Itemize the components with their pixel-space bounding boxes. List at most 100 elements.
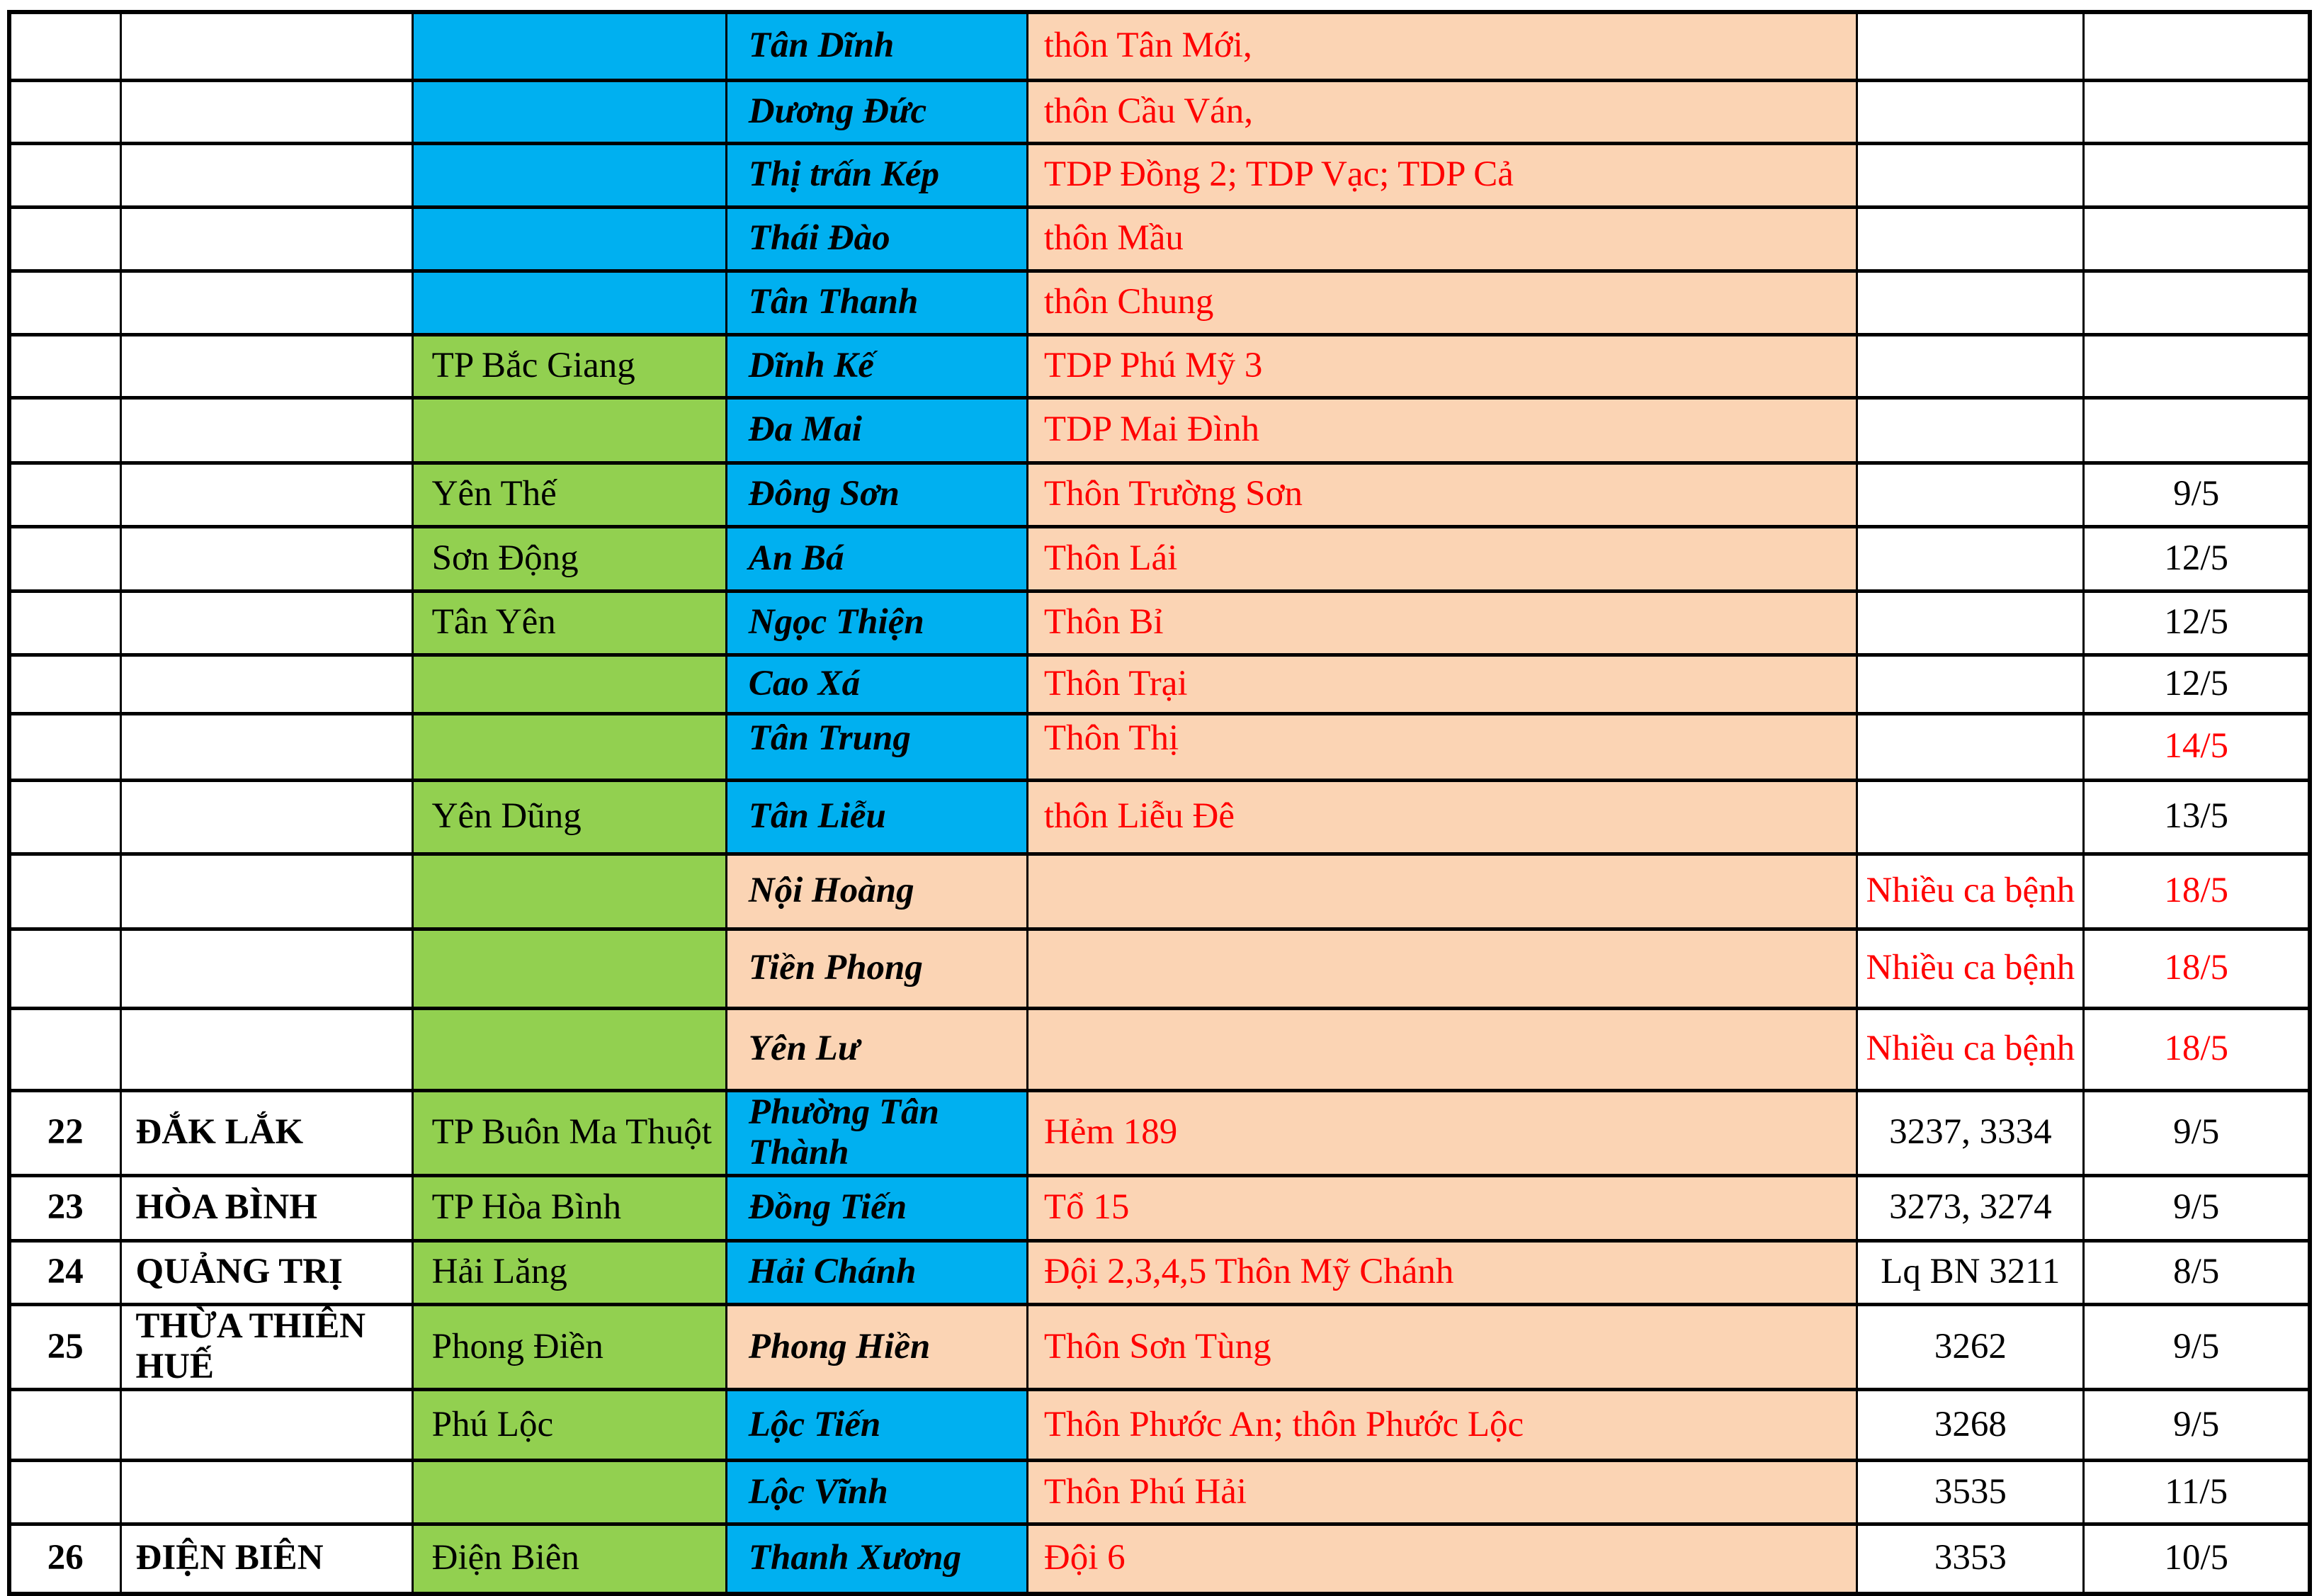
cell-village: Thôn Trường Sơn [1026, 460, 1859, 528]
cell-date: 8/5 [2082, 1238, 2311, 1306]
cell-cases: Lq BN 3211 [1856, 1238, 2085, 1306]
cell-date: 12/5 [2082, 652, 2311, 715]
cell-district [411, 711, 727, 782]
cell-no: 24 [8, 1238, 122, 1306]
cell-no [8, 711, 122, 782]
cell-district [411, 10, 727, 82]
cell-cases: 3262 [1856, 1302, 2085, 1392]
cell-date: 18/5 [2082, 927, 2311, 1010]
table-row: Phú Lộc Lộc Tiến Thôn Phước An; thôn Phước… [8, 1388, 2311, 1462]
cell-province: HÒA BÌNH [119, 1173, 414, 1243]
table-row: Tân Dĩnh thôn Tân Mới, [8, 10, 2311, 82]
cell-no [8, 589, 122, 657]
cell-district [411, 652, 727, 715]
cell-cases [1856, 778, 2085, 856]
table-row: Tiền Phong Nhiều ca bệnh 18/5 [8, 927, 2311, 1010]
cell-no [8, 1388, 122, 1462]
cell-no [8, 10, 122, 82]
cell-district: Hải Lăng [411, 1238, 727, 1306]
cell-date: 12/5 [2082, 589, 2311, 657]
cell-district: TP Buôn Ma Thuột [411, 1088, 727, 1177]
cell-date [2082, 205, 2311, 273]
cell-province [119, 460, 414, 528]
cell-province [119, 268, 414, 336]
cell-village [1026, 851, 1859, 931]
cell-cases: 3273, 3274 [1856, 1173, 2085, 1243]
cell-cases [1856, 10, 2085, 82]
cell-no [8, 395, 122, 465]
cell-district: Điện Biên [411, 1522, 727, 1595]
cell-no [8, 78, 122, 145]
cell-district [411, 268, 727, 336]
cell-no [8, 141, 122, 209]
cell-province [119, 10, 414, 82]
cell-cases [1856, 78, 2085, 145]
cell-district [411, 1006, 727, 1092]
table-row: 22 ĐẮK LẮK TP Buôn Ma Thuột Phường Tân Thàn… [8, 1088, 2311, 1177]
cell-commune: Tân Trung [725, 711, 1028, 782]
cell-village: Thôn Phú Hải [1026, 1459, 1859, 1526]
cell-cases: 3353 [1856, 1522, 2085, 1595]
cell-no [8, 851, 122, 931]
cell-cases [1856, 524, 2085, 593]
cell-commune: Đông Sơn [725, 460, 1028, 528]
cell-commune: Nội Hoàng [725, 851, 1028, 931]
cell-village: thôn Tân Mới, [1026, 10, 1859, 82]
table-row: Thị trấn Kép TDP Đồng 2; TDP Vạc; TDP Cả [8, 141, 2311, 209]
cell-province [119, 78, 414, 145]
table-row: 25 THỪA THIÊN HUẾ Phong Điền Phong Hiền Thôn… [8, 1302, 2311, 1392]
covid-localities-table: Tân Dĩnh thôn Tân Mới, Dương Đức thôn Cầu V… [7, 10, 2312, 1596]
cell-province [119, 778, 414, 856]
cell-no [8, 460, 122, 528]
cell-district: Sơn Động [411, 524, 727, 593]
table-row: Tân Yên Ngọc Thiện Thôn Bỉ 12/5 [8, 589, 2311, 657]
cell-commune: Dương Đức [725, 78, 1028, 145]
cell-province: ĐẮK LẮK [119, 1088, 414, 1177]
cell-cases: 3237, 3334 [1856, 1088, 2085, 1177]
cell-cases: 3268 [1856, 1388, 2085, 1462]
table-row: Đa Mai TDP Mai Đình [8, 395, 2311, 465]
cell-village: Hẻm 189 [1026, 1088, 1859, 1177]
cell-district [411, 927, 727, 1010]
table-row: Tân Thanh thôn Chung [8, 268, 2311, 336]
cell-cases [1856, 395, 2085, 465]
cell-date: 11/5 [2082, 1459, 2311, 1526]
cell-village: thôn Chung [1026, 268, 1859, 336]
cell-no [8, 1459, 122, 1526]
cell-district: Yên Dũng [411, 778, 727, 856]
cell-commune: Tân Thanh [725, 268, 1028, 336]
cell-commune: Đồng Tiến [725, 1173, 1028, 1243]
cell-village: TDP Đồng 2; TDP Vạc; TDP Cả [1026, 141, 1859, 209]
cell-date: 14/5 [2082, 711, 2311, 782]
cell-commune: Thị trấn Kép [725, 141, 1028, 209]
cell-no [8, 778, 122, 856]
table-row: Dương Đức thôn Cầu Ván, [8, 78, 2311, 145]
cell-commune: Phong Hiền [725, 1302, 1028, 1392]
cell-village: thôn Mầu [1026, 205, 1859, 273]
table-row: 26 ĐIỆN BIÊN Điện Biên Thanh Xương Đội 6 3353… [8, 1522, 2311, 1595]
cell-date [2082, 395, 2311, 465]
cell-village [1026, 1006, 1859, 1092]
cell-province: ĐIỆN BIÊN [119, 1522, 414, 1595]
cell-date [2082, 78, 2311, 145]
cell-no [8, 927, 122, 1010]
cell-date: 9/5 [2082, 1173, 2311, 1243]
cell-no: 25 [8, 1302, 122, 1392]
cell-village: TDP Phú Mỹ 3 [1026, 332, 1859, 400]
cell-village: Tổ 15 [1026, 1173, 1859, 1243]
cell-district: TP Bắc Giang [411, 332, 727, 400]
cell-province [119, 1006, 414, 1092]
cell-date [2082, 10, 2311, 82]
cell-date: 9/5 [2082, 1388, 2311, 1462]
cell-province [119, 589, 414, 657]
cell-province [119, 1459, 414, 1526]
cell-cases: Nhiều ca bệnh [1856, 1006, 2085, 1092]
cell-no [8, 1006, 122, 1092]
cell-village: Đội 6 [1026, 1522, 1859, 1595]
cell-district [411, 1459, 727, 1526]
cell-date: 10/5 [2082, 1522, 2311, 1595]
cell-village: TDP Mai Đình [1026, 395, 1859, 465]
cell-cases [1856, 652, 2085, 715]
cell-cases: Nhiều ca bệnh [1856, 927, 2085, 1010]
